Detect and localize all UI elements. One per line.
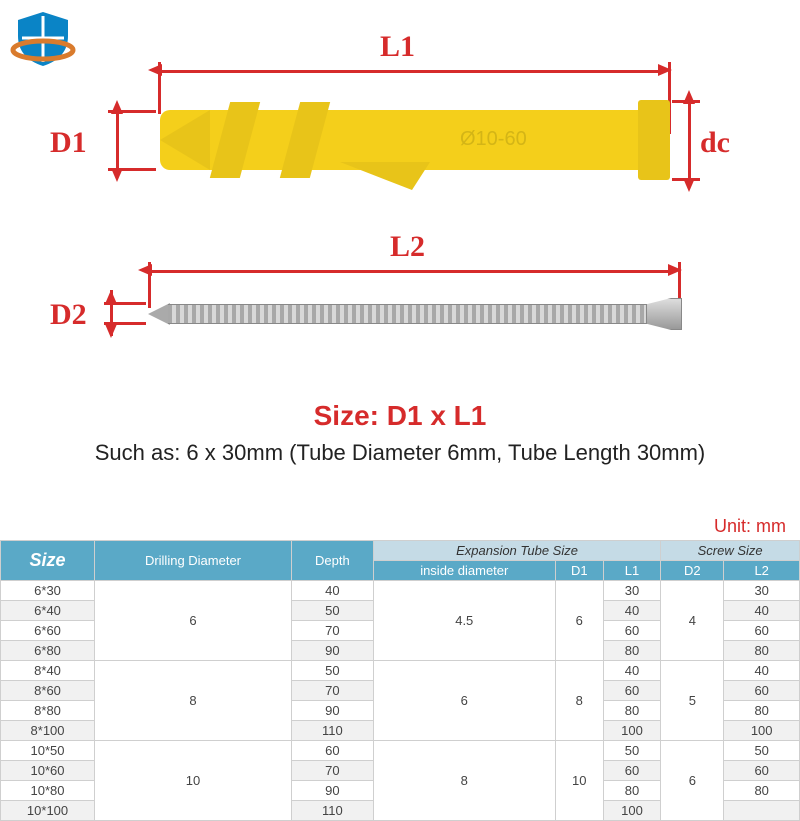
th-d1: D1 bbox=[555, 561, 603, 581]
size-title: Size: D1 x L1 bbox=[0, 400, 800, 432]
size-subtitle: Such as: 6 x 30mm (Tube Diameter 6mm, Tu… bbox=[0, 440, 800, 466]
dimension-diagram: L1 Ø10-60 D1 dc L2 D2 bbox=[60, 30, 740, 380]
th-drill: Drilling Diameter bbox=[95, 541, 292, 581]
label-dc: dc bbox=[700, 126, 730, 160]
anchor-emboss-text: Ø10-60 bbox=[460, 128, 527, 151]
table-row: 8*408506840540 bbox=[1, 661, 800, 681]
th-depth: Depth bbox=[291, 541, 373, 581]
label-d2: D2 bbox=[50, 298, 87, 332]
th-l1: L1 bbox=[603, 561, 661, 581]
th-expansion: Expansion Tube Size bbox=[373, 541, 661, 561]
th-d2: D2 bbox=[661, 561, 724, 581]
th-screw: Screw Size bbox=[661, 541, 800, 561]
label-l2: L2 bbox=[390, 230, 425, 264]
th-inside: inside diameter bbox=[373, 561, 555, 581]
th-size: Size bbox=[1, 541, 95, 581]
th-l2: L2 bbox=[724, 561, 800, 581]
size-table: SizeDrilling DiameterDepthExpansion Tube… bbox=[0, 540, 800, 821]
table-row: 6*306404.5630430 bbox=[1, 581, 800, 601]
label-d1: D1 bbox=[50, 126, 87, 160]
label-l1: L1 bbox=[380, 30, 415, 64]
table-row: 10*50106081050650 bbox=[1, 741, 800, 761]
unit-label: Unit: mm bbox=[714, 516, 786, 537]
